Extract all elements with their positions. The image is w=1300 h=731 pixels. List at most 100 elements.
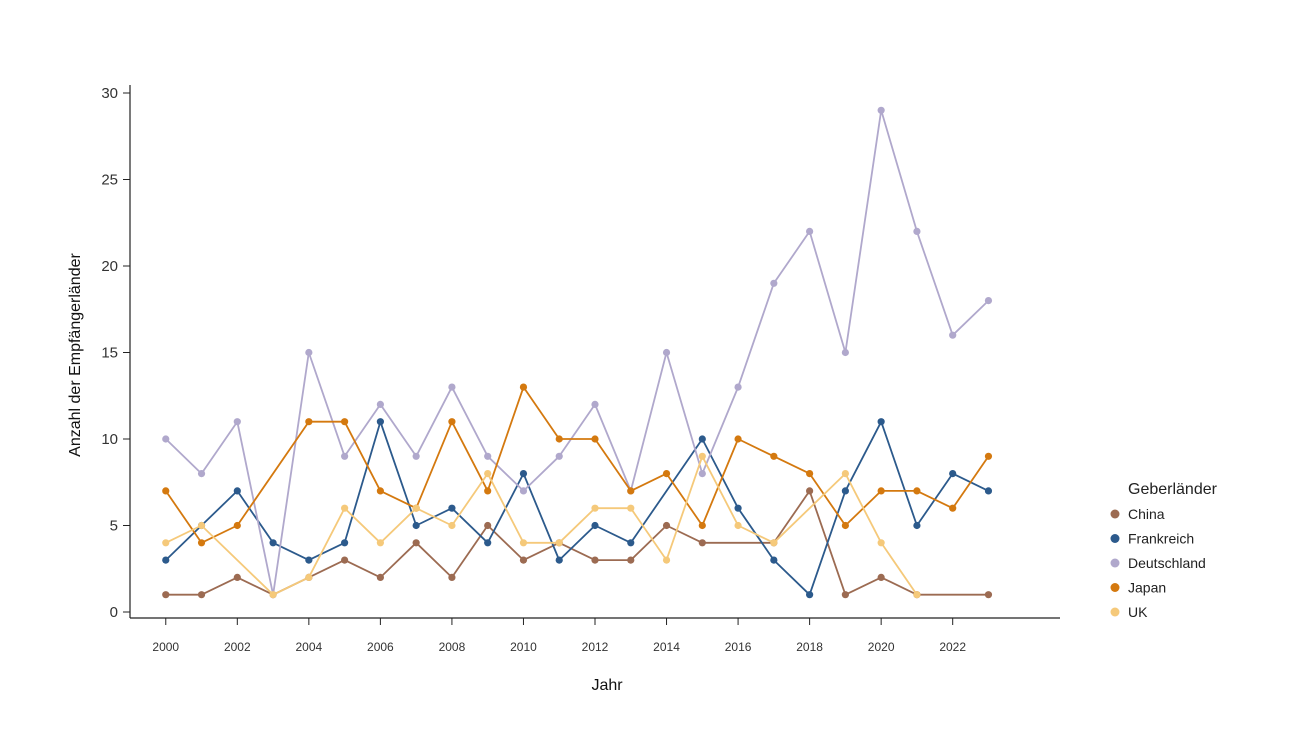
data-point-japan: [376, 487, 384, 495]
data-point-uk: [698, 452, 706, 460]
data-point-deutschland: [197, 470, 206, 478]
x-tick-label: 2014: [653, 640, 680, 654]
data-point-japan: [448, 418, 456, 426]
series-line-japan: [165, 386, 990, 544]
data-point-japan: [984, 452, 993, 460]
data-point-japan: [734, 435, 742, 443]
x-tick-label: 2022: [939, 640, 966, 654]
data-point-japan: [913, 487, 921, 495]
data-point-deutschland: [913, 227, 921, 235]
legend-marker: [1110, 607, 1120, 617]
data-point-japan: [519, 383, 528, 391]
data-point-frankreich: [341, 539, 349, 547]
data-point-japan: [305, 418, 313, 426]
data-point-uk: [877, 539, 885, 547]
data-point-uk: [376, 539, 384, 547]
data-point-frankreich: [806, 591, 814, 599]
series-line-uk: [165, 455, 918, 596]
legend-item-china: China: [1110, 506, 1165, 522]
data-point-uk: [269, 591, 277, 599]
data-point-uk: [305, 573, 313, 582]
legend-label: Frankreich: [1128, 531, 1194, 547]
x-tick-label: 2016: [725, 640, 752, 654]
legend: China Frankreich Deutschland Japan UK: [1110, 506, 1206, 620]
x-tick-label: 2012: [582, 640, 609, 654]
y-tick-label: 20: [101, 258, 118, 275]
data-point-frankreich: [484, 539, 492, 547]
data-point-japan: [341, 418, 349, 426]
x-tick-label: 2020: [868, 640, 895, 654]
legend-title: Geberländer: [1128, 481, 1218, 498]
data-point-japan: [841, 521, 849, 530]
data-point-japan: [698, 521, 706, 530]
data-point-frankreich: [591, 521, 599, 530]
legend-item-frankreich: Frankreich: [1110, 531, 1194, 547]
data-point-deutschland: [662, 348, 671, 357]
x-tick-label: 2000: [152, 640, 179, 654]
data-point-deutschland: [984, 297, 993, 305]
data-point-deutschland: [949, 331, 957, 339]
data-point-japan: [877, 487, 885, 495]
data-point-deutschland: [305, 348, 313, 357]
data-point-deutschland: [162, 435, 170, 443]
data-point-uk: [197, 521, 206, 530]
legend-item-deutschland: Deutschland: [1110, 555, 1206, 571]
data-point-uk: [734, 521, 742, 530]
data-point-uk: [555, 539, 563, 547]
legend-label: Japan: [1128, 580, 1166, 596]
data-point-deutschland: [841, 348, 849, 357]
series-line-deutschland: [165, 109, 990, 596]
x-tick-label: 2008: [439, 640, 466, 654]
data-point-uk: [484, 470, 492, 478]
legend-marker: [1110, 534, 1120, 543]
x-tick-label: 2004: [295, 640, 322, 654]
data-point-deutschland: [341, 452, 349, 460]
data-point-deutschland: [877, 106, 885, 114]
data-point-frankreich: [770, 556, 778, 564]
data-point-deutschland: [448, 383, 456, 391]
legend-item-uk: UK: [1110, 604, 1148, 620]
data-point-uk: [341, 504, 349, 512]
data-point-deutschland: [555, 452, 563, 460]
y-tick-label: 15: [101, 345, 118, 362]
data-point-china: [341, 556, 349, 564]
data-point-china: [698, 539, 706, 547]
data-point-uk: [448, 521, 456, 530]
data-point-frankreich: [233, 487, 241, 495]
data-point-china: [162, 591, 170, 599]
legend-label: China: [1128, 506, 1165, 522]
data-point-uk: [162, 539, 170, 547]
x-tick-label: 2002: [224, 640, 251, 654]
data-point-frankreich: [627, 539, 635, 547]
data-point-china: [197, 591, 206, 599]
data-point-japan: [806, 470, 814, 478]
data-point-china: [484, 521, 492, 530]
data-point-china: [877, 573, 885, 582]
data-point-china: [662, 521, 671, 530]
data-point-frankreich: [305, 556, 313, 564]
data-point-frankreich: [519, 470, 528, 478]
data-point-uk: [841, 470, 849, 478]
data-point-frankreich: [734, 504, 742, 512]
data-point-deutschland: [412, 452, 420, 460]
data-point-japan: [162, 487, 170, 495]
series-frankreich: [162, 418, 993, 599]
data-point-japan: [484, 487, 492, 495]
data-point-frankreich: [949, 470, 957, 478]
data-point-japan: [555, 435, 563, 443]
x-tick-label: 2010: [510, 640, 537, 654]
data-point-frankreich: [412, 521, 420, 530]
data-point-frankreich: [448, 504, 456, 512]
series-japan: [162, 383, 993, 547]
data-point-frankreich: [269, 539, 277, 547]
x-tick-label: 2006: [367, 640, 394, 654]
data-point-china: [448, 573, 456, 582]
series-deutschland: [162, 106, 993, 599]
data-point-china: [519, 556, 528, 564]
data-point-china: [627, 556, 635, 564]
data-point-frankreich: [877, 418, 885, 426]
y-tick-label: 25: [101, 172, 118, 189]
data-point-japan: [949, 504, 957, 512]
